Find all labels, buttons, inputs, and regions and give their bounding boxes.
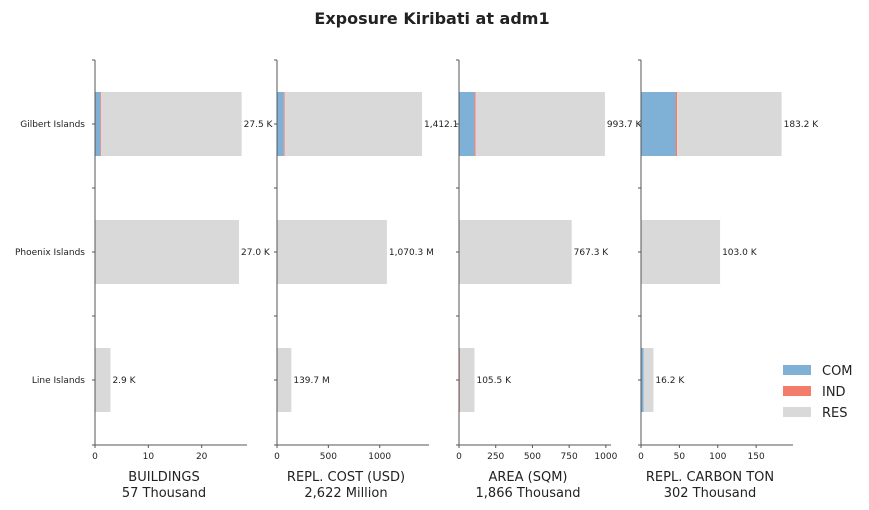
- bar-segment-com: [641, 348, 644, 412]
- bar-total-label: 2.9 K: [112, 376, 136, 386]
- x-tick-label: 0: [274, 452, 280, 462]
- legend-swatch-com: [783, 365, 811, 375]
- bar-segment-res: [101, 92, 242, 156]
- chart-panel: 993.7 K 767.3 K 105.5 K 0 250 500 750 1000 AREA …: [456, 59, 643, 501]
- bar-segment-res: [277, 220, 387, 284]
- bar-segment-ind: [675, 92, 678, 156]
- bar-segment-com: [459, 92, 475, 156]
- bar-segment-com: [641, 92, 676, 156]
- legend-label-ind: IND: [822, 385, 846, 400]
- x-tick-label: 250: [487, 452, 504, 462]
- legend-label-res: RES: [822, 406, 848, 421]
- category-label: Gilbert Islands: [20, 120, 85, 130]
- x-tick-label: 20: [196, 452, 208, 462]
- chart-panel: 183.2 K 103.0 K 16.2 K 0 50 100 150 REPL. CARBO…: [638, 59, 820, 501]
- bar-segment-com: [277, 92, 284, 156]
- x-axis-label: AREA (SQM): [488, 470, 567, 485]
- x-tick-label: 100: [709, 452, 726, 462]
- x-tick-label: 1000: [368, 452, 391, 462]
- bar-segment-res: [459, 220, 572, 284]
- x-axis-total: 57 Thousand: [122, 486, 206, 501]
- bar-segment-res: [641, 220, 721, 284]
- bar-total-label: 27.0 K: [241, 248, 271, 258]
- legend-label-com: COM: [822, 364, 853, 379]
- x-tick-label: 750: [561, 452, 578, 462]
- category-label: Line Islands: [32, 376, 85, 386]
- bar-segment-res: [475, 92, 605, 156]
- x-tick-label: 150: [748, 452, 765, 462]
- bar-total-label: 103.0 K: [722, 248, 758, 258]
- x-tick-label: 0: [456, 452, 462, 462]
- bar-segment-ind: [100, 92, 102, 156]
- bar-segment-res: [95, 348, 111, 412]
- x-tick-label: 1000: [594, 452, 617, 462]
- x-axis-label: BUILDINGS: [128, 470, 199, 485]
- chart-title: Exposure Kiribati at adm1: [314, 9, 549, 28]
- bar-total-label: 183.2 K: [784, 120, 820, 130]
- bar-segment-res: [95, 220, 239, 284]
- bar-segment-ind: [283, 92, 285, 156]
- legend-swatch-ind: [783, 386, 811, 396]
- chart-panel: 1,412.1 M 1,070.3 M 139.7 M 0 500 1000 REPL. C…: [274, 59, 469, 501]
- x-axis-label: REPL. COST (USD): [287, 470, 405, 485]
- bar-total-label: 1,070.3 M: [389, 248, 434, 258]
- legend-swatch-res: [783, 407, 811, 417]
- x-tick-label: 500: [320, 452, 337, 462]
- bar-segment-res: [459, 348, 475, 412]
- bar-total-label: 139.7 M: [293, 376, 329, 386]
- bar-total-label: 767.3 K: [574, 248, 610, 258]
- x-axis-total: 1,866 Thousand: [476, 486, 581, 501]
- bar-total-label: 993.7 K: [607, 120, 643, 130]
- bar-segment-ind: [459, 348, 460, 412]
- x-axis-label: REPL. CARBON TON: [646, 470, 774, 485]
- bar-segment-res: [277, 348, 292, 412]
- bar-total-label: 1,412.1 M: [424, 120, 469, 130]
- chart-panels: Gilbert Islands Phoenix Islands Line Islan…: [15, 59, 820, 501]
- x-tick-label: 10: [143, 452, 155, 462]
- bar-segment-res: [677, 92, 782, 156]
- x-tick-label: 0: [638, 452, 644, 462]
- x-axis-total: 2,622 Million: [304, 486, 387, 501]
- bar-total-label: 105.5 K: [476, 376, 512, 386]
- x-axis-total: 302 Thousand: [664, 486, 757, 501]
- bar-segment-ind: [474, 92, 476, 156]
- bar-total-label: 16.2 K: [655, 376, 685, 386]
- bar-total-label: 27.5 K: [244, 120, 274, 130]
- x-tick-label: 0: [92, 452, 98, 462]
- bar-segment-res: [643, 348, 654, 412]
- x-tick-label: 50: [674, 452, 686, 462]
- bar-segment-res: [284, 92, 423, 156]
- x-tick-label: 500: [524, 452, 541, 462]
- chart-legend: COM IND RES: [783, 364, 853, 421]
- bar-segment-com: [95, 92, 101, 156]
- category-label: Phoenix Islands: [15, 248, 85, 258]
